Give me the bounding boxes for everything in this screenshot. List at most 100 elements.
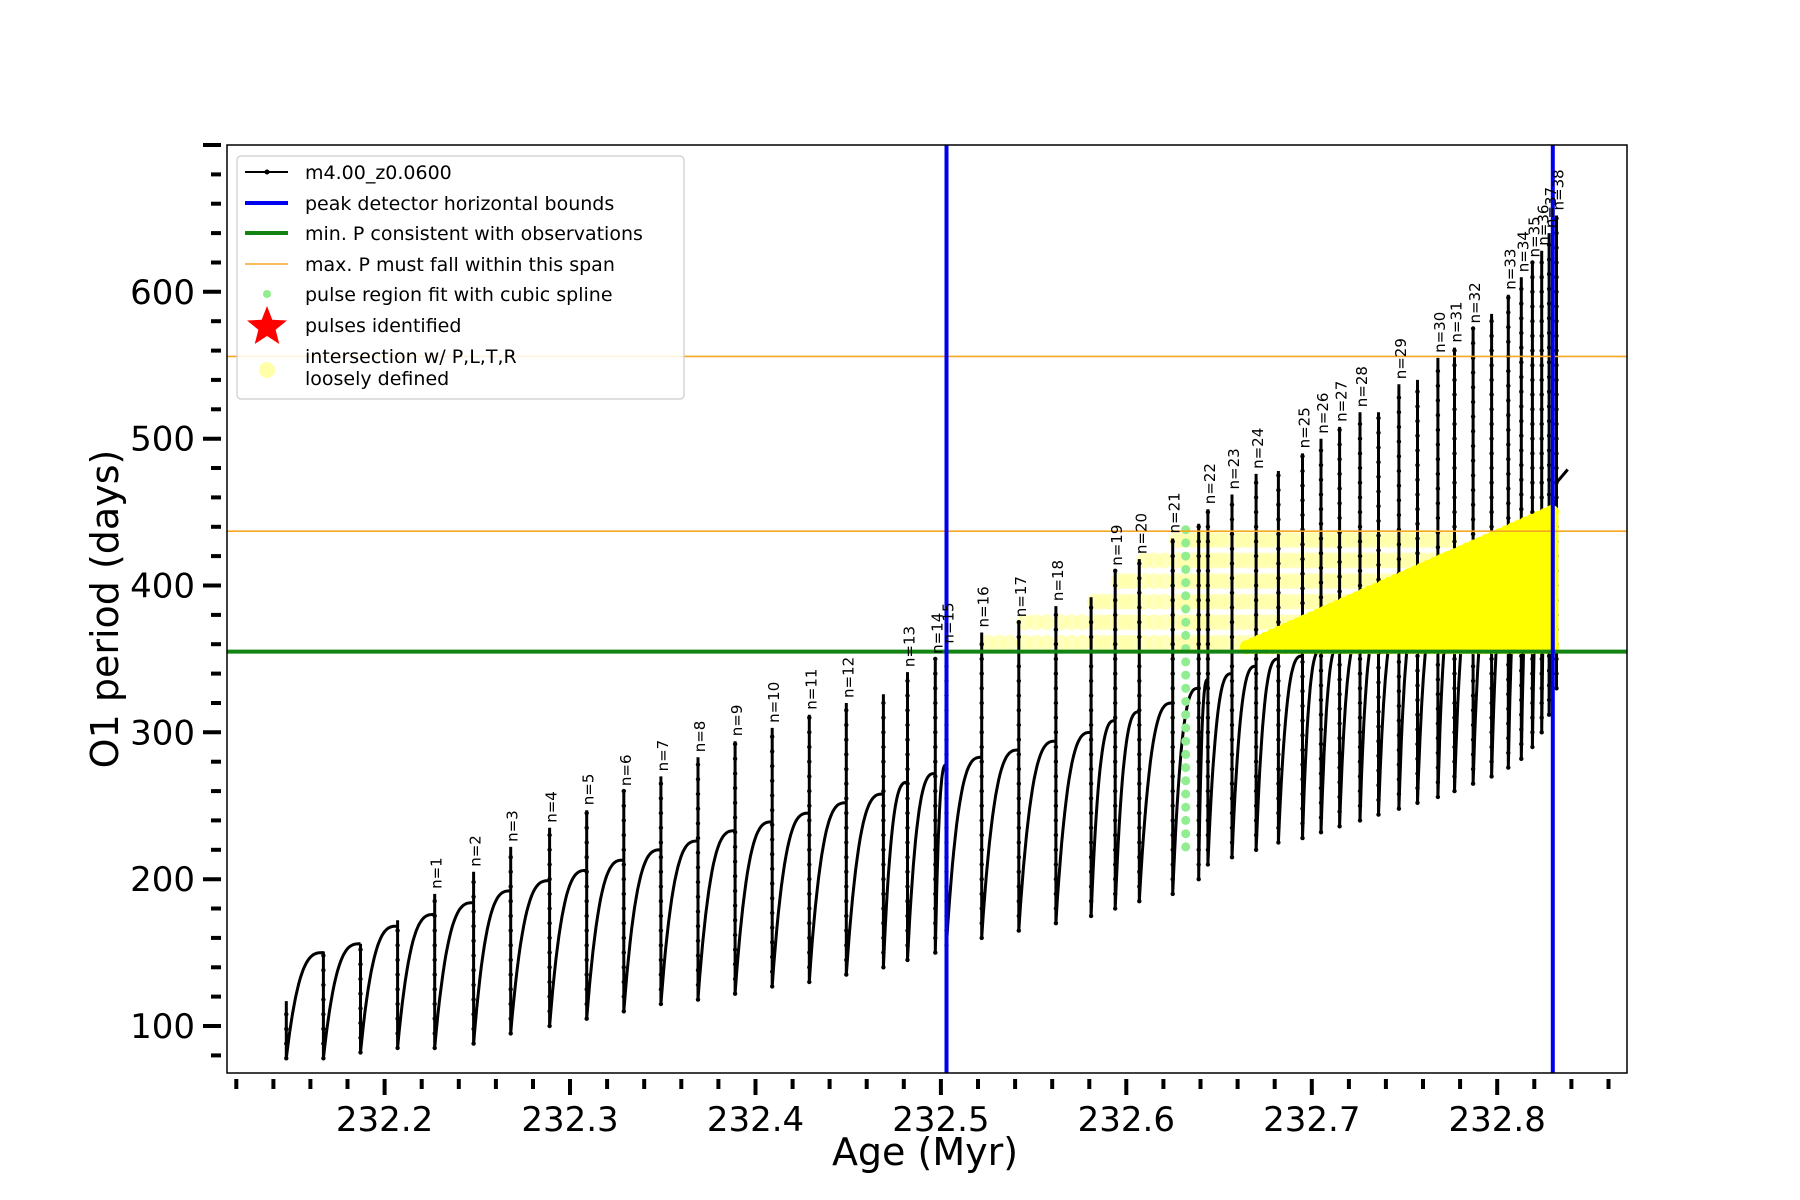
pulse-label: n=38 (1550, 169, 1568, 210)
series-point (732, 888, 738, 894)
series-point (1519, 697, 1524, 703)
spline-point (1181, 604, 1191, 614)
series-point (1452, 451, 1457, 456)
series-point (1470, 781, 1476, 786)
series-point (1053, 715, 1059, 720)
series-point (1229, 752, 1235, 757)
series-point (1554, 363, 1559, 368)
series-point (1554, 656, 1559, 662)
series-point (1205, 862, 1211, 867)
pulse-label: n=31 (1448, 301, 1466, 342)
series-point (1396, 777, 1402, 782)
series-point (1253, 598, 1259, 603)
series-point (1196, 759, 1201, 764)
series-point (1229, 605, 1235, 610)
series-point (732, 962, 738, 967)
series-point (1053, 671, 1059, 676)
series-point (658, 1001, 664, 1007)
spline-point (1181, 749, 1191, 759)
series-point (1489, 377, 1494, 383)
series-point (1205, 627, 1211, 632)
series-point (1137, 678, 1142, 684)
series-point (881, 965, 886, 970)
series-point (1539, 480, 1544, 485)
series-point (1396, 439, 1402, 444)
series-point (1196, 832, 1201, 838)
series-point (1396, 498, 1402, 503)
series-point (621, 877, 626, 882)
series-point (1088, 722, 1094, 728)
spline-point (1181, 670, 1191, 680)
series-point (1539, 451, 1544, 456)
series-point (905, 752, 910, 757)
series-point (1137, 869, 1142, 874)
series-point (1489, 700, 1494, 706)
series-point (979, 891, 984, 897)
series-point (1300, 689, 1305, 694)
series-point (395, 1016, 400, 1021)
series-point (1016, 840, 1021, 845)
series-point (1376, 797, 1381, 803)
series-point (358, 991, 363, 996)
loose-intersection-marker (1156, 634, 1173, 651)
series-point (1539, 421, 1544, 427)
series-point (933, 788, 938, 794)
series-point (1489, 730, 1494, 735)
series-point (770, 852, 775, 857)
series-point (1205, 803, 1211, 808)
series-point (1170, 832, 1175, 838)
series-point (1253, 524, 1259, 529)
series-point (1318, 536, 1324, 541)
series-point (1470, 737, 1476, 742)
series-point (770, 896, 775, 901)
series-point (1376, 489, 1381, 494)
series-point (1137, 664, 1142, 669)
series-point (1016, 620, 1021, 625)
series-point (1415, 404, 1420, 409)
x-tick-label: 232.8 (1449, 1100, 1546, 1140)
series-point (732, 815, 738, 820)
series-point (584, 972, 589, 977)
series-point (979, 935, 984, 941)
series-point (1205, 553, 1211, 559)
series-point (807, 906, 812, 911)
series-point (1357, 568, 1363, 573)
series-point (1376, 768, 1381, 773)
series-point (1088, 899, 1094, 904)
series-point (1229, 722, 1235, 728)
series-point (1357, 700, 1363, 706)
series-point (732, 785, 738, 791)
series-point (1519, 418, 1524, 424)
pulse-label: n=10 (765, 682, 783, 723)
series-point (770, 954, 775, 960)
series-point (1506, 765, 1511, 770)
series-point (1196, 818, 1201, 823)
series-point (658, 810, 664, 816)
series-point (1489, 686, 1494, 691)
series-point (584, 913, 589, 919)
series-point (1229, 708, 1235, 713)
x-tick-label: 232.3 (521, 1100, 618, 1140)
series-point (1470, 502, 1476, 507)
series-point (1318, 668, 1324, 673)
series-point (1137, 752, 1142, 757)
series-point (1276, 605, 1281, 610)
pulse-labels: n=1 n=2 n=3 n=4 n=5 n=6 n=7 n=8 n=9 n=10 n=11 n=12 n… (428, 169, 1568, 889)
loose-intersection-marker (1027, 614, 1044, 631)
spline-point (1181, 617, 1191, 627)
series-point (905, 884, 910, 889)
series-point (1170, 730, 1175, 735)
series-point (905, 943, 910, 948)
series-point (1415, 433, 1420, 438)
legend-box (236, 155, 685, 400)
series-point (1113, 612, 1118, 618)
series-point (1530, 700, 1535, 706)
series-point (905, 722, 910, 728)
series-point (1053, 788, 1059, 794)
series-point (1113, 818, 1118, 823)
series-point (1113, 788, 1118, 794)
pulse-label: n=18 (1049, 560, 1067, 601)
series-point (1415, 492, 1420, 497)
series-point (1229, 590, 1235, 595)
series-point (658, 781, 664, 786)
